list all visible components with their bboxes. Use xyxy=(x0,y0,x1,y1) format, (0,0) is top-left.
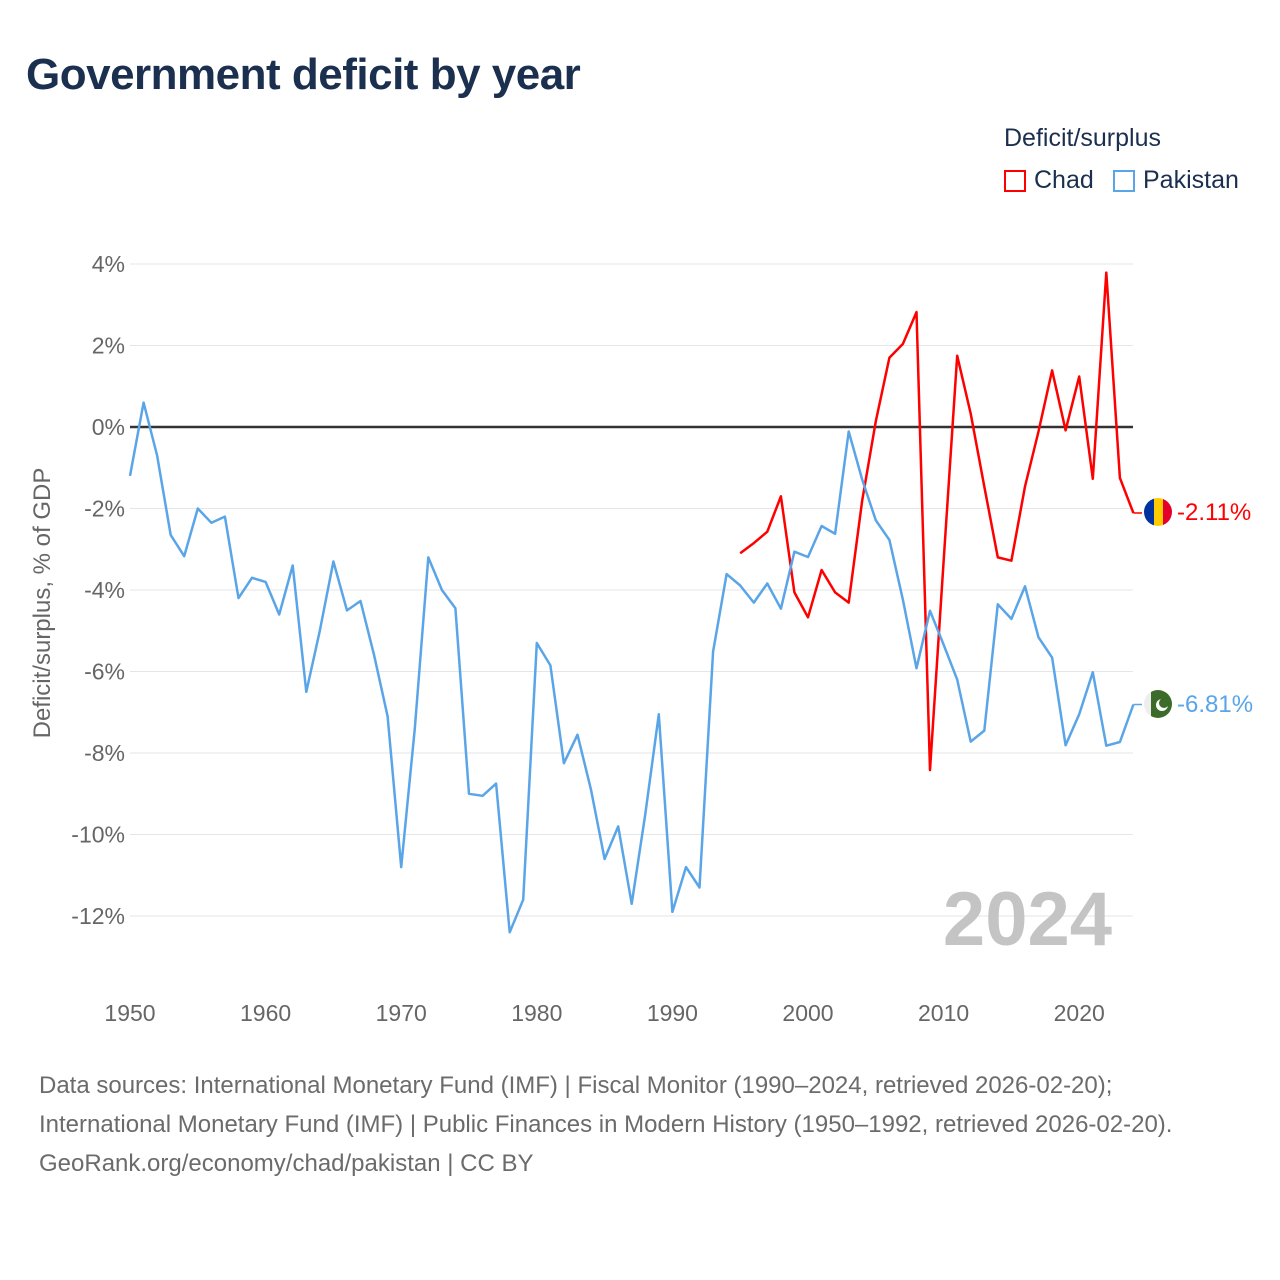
y-tick-label: -2% xyxy=(84,496,125,522)
data-sources: Data sources: International Monetary Fun… xyxy=(39,1072,1173,1138)
y-tick-label: -10% xyxy=(71,822,125,848)
y-tick-label: -6% xyxy=(84,659,125,685)
y-tick-label: -12% xyxy=(71,903,125,929)
series-line-chad[interactable] xyxy=(739,271,1135,772)
x-tick-label: 2000 xyxy=(782,1000,833,1026)
y-tick-label: 0% xyxy=(92,414,125,440)
x-tick-label: 1970 xyxy=(376,1000,427,1026)
x-tick-label: 2010 xyxy=(918,1000,969,1026)
legend-title: Deficit/surplus xyxy=(1004,124,1161,152)
x-tick-label: 1980 xyxy=(511,1000,562,1026)
chad-flag-icon xyxy=(1144,498,1172,526)
legend-item-pakistan[interactable]: Pakistan xyxy=(1113,166,1239,195)
legend-item-chad[interactable]: Chad xyxy=(1004,166,1094,195)
legend-label: Pakistan xyxy=(1143,166,1239,194)
y-tick-label: 4% xyxy=(92,251,125,277)
footer: Data sources: International Monetary Fun… xyxy=(39,1066,1239,1183)
x-tick-label: 1960 xyxy=(240,1000,291,1026)
legend-swatch-chad xyxy=(1004,169,1026,192)
x-tick-label: 1950 xyxy=(104,1000,155,1026)
pakistan-flag-icon xyxy=(1144,690,1172,718)
year-watermark: 2024 xyxy=(943,877,1112,962)
chad-end-label: -2.11% xyxy=(1177,499,1251,526)
y-tick-label: -4% xyxy=(84,577,125,603)
y-axis-label: Deficit/surplus, % of GDP xyxy=(29,468,56,739)
legend-swatch-pakistan xyxy=(1113,169,1135,192)
x-tick-label: 2020 xyxy=(1054,1000,1105,1026)
chart-title: Government deficit by year xyxy=(26,50,581,99)
y-tick-label: 2% xyxy=(92,333,125,359)
series-line-pakistan[interactable] xyxy=(128,401,1135,934)
y-tick-label: -8% xyxy=(84,740,125,766)
pakistan-end-label: -6.81% xyxy=(1177,691,1253,718)
x-tick-label: 1990 xyxy=(647,1000,698,1026)
attribution-link[interactable]: GeoRank.org/economy/chad/pakistan | CC B… xyxy=(39,1150,534,1177)
legend-label: Chad xyxy=(1034,166,1094,194)
